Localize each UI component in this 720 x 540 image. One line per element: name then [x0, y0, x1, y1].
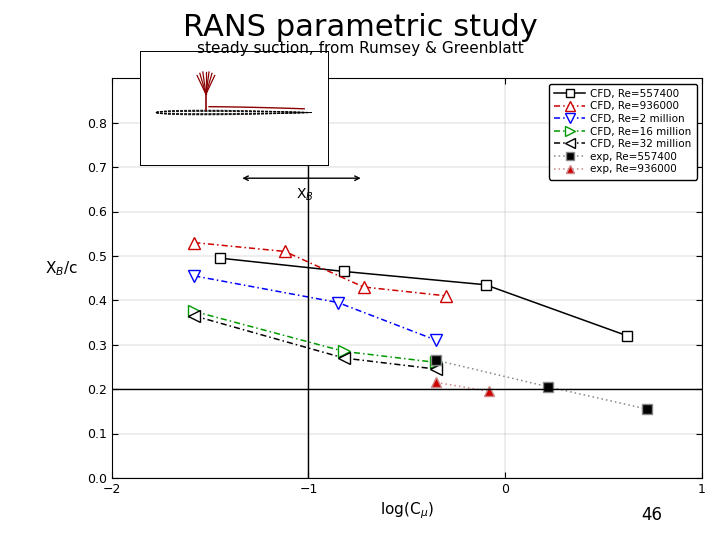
- Y-axis label: X$_B$/c: X$_B$/c: [45, 259, 78, 278]
- Text: RANS parametric study: RANS parametric study: [183, 14, 537, 43]
- Text: steady suction, from Rumsey & Greenblatt: steady suction, from Rumsey & Greenblatt: [197, 40, 523, 56]
- Legend: CFD, Re=557400, CFD, Re=936000, CFD, Re=2 million, CFD, Re=16 million, CFD, Re=3: CFD, Re=557400, CFD, Re=936000, CFD, Re=…: [549, 84, 697, 179]
- Text: X$_B$: X$_B$: [296, 187, 313, 204]
- X-axis label: log(C$_\mu$): log(C$_\mu$): [380, 500, 433, 521]
- Text: 46: 46: [642, 506, 662, 524]
